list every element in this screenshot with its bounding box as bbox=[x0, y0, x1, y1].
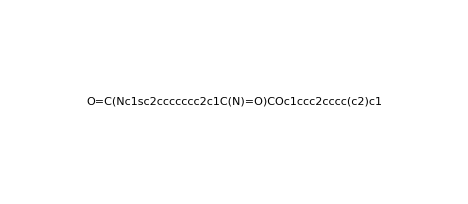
Text: O=C(Nc1sc2ccccccc2c1C(N)=O)COc1ccc2cccc(c2)c1: O=C(Nc1sc2ccccccc2c1C(N)=O)COc1ccc2cccc(… bbox=[86, 97, 382, 107]
